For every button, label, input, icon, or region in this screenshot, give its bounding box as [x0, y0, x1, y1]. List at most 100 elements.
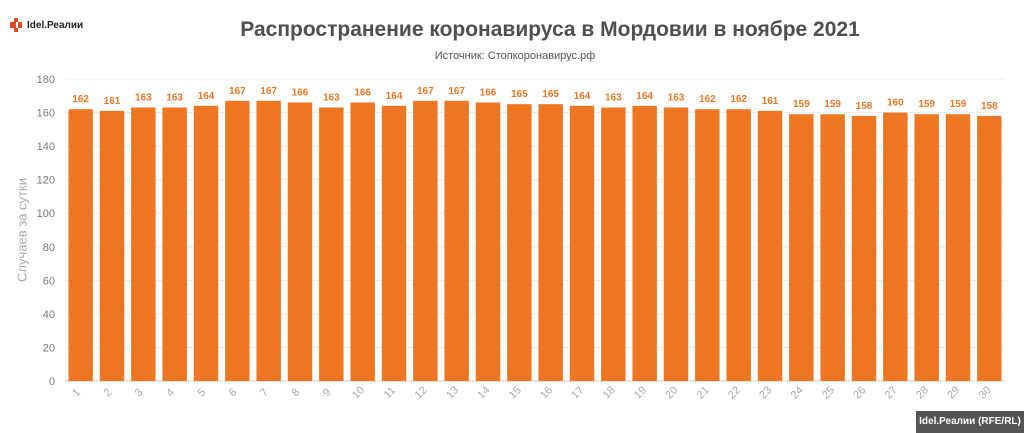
bar [413, 100, 438, 382]
data-label: 165 [511, 89, 528, 100]
data-label: 167 [260, 86, 277, 97]
data-label: 164 [636, 91, 653, 102]
x-tick-label: 12 [413, 384, 430, 401]
bar [569, 105, 595, 381]
bar [883, 112, 908, 382]
data-label: 161 [104, 96, 121, 107]
bar [350, 102, 375, 381]
data-label: 158 [856, 101, 873, 112]
data-label: 159 [950, 99, 967, 110]
x-tick-label: 28 [914, 384, 931, 401]
bar [68, 109, 93, 381]
x-tick-label: 20 [663, 384, 680, 401]
data-label: 163 [135, 93, 152, 104]
bar [695, 109, 720, 381]
x-tick-label: 9 [321, 386, 334, 399]
bar [851, 115, 877, 382]
x-tick-label: 21 [695, 384, 712, 401]
x-tick-label: 25 [820, 384, 837, 401]
bar [789, 114, 814, 381]
bar [99, 110, 125, 381]
y-tick-label: 80 [43, 242, 55, 254]
data-label: 158 [981, 101, 998, 112]
data-label: 162 [699, 94, 716, 105]
data-label: 164 [386, 91, 403, 102]
data-label: 167 [417, 86, 434, 97]
y-tick-label: 140 [37, 141, 55, 153]
x-tick-label: 1 [70, 386, 83, 399]
logo-text: Idel.Реалии [27, 19, 84, 31]
data-label: 162 [72, 94, 89, 105]
bar [193, 105, 219, 381]
data-label: 159 [824, 99, 841, 110]
bar [131, 107, 156, 382]
x-tick-label: 8 [289, 386, 302, 399]
x-tick-label: 10 [350, 384, 367, 401]
bar [225, 100, 250, 382]
y-tick-label: 100 [37, 208, 55, 220]
bar [475, 102, 501, 381]
x-tick-label: 18 [601, 384, 618, 401]
x-tick-label: 3 [133, 386, 146, 399]
bar [162, 107, 187, 382]
y-tick-label: 160 [37, 108, 55, 120]
bar [945, 114, 971, 381]
x-tick-label: 22 [726, 384, 743, 401]
x-tick-label: 4 [164, 386, 177, 399]
rferl-logo-icon [10, 18, 22, 32]
bar [538, 104, 563, 382]
y-tick-label: 20 [43, 342, 55, 354]
x-tick-label: 11 [382, 385, 399, 402]
bar [601, 107, 626, 382]
y-tick-label: 40 [43, 309, 55, 321]
data-label: 159 [918, 99, 935, 110]
bar [444, 100, 469, 382]
data-label: 166 [292, 87, 309, 98]
data-label: 163 [668, 93, 685, 104]
data-label: 163 [166, 93, 183, 104]
data-label: 160 [887, 98, 904, 109]
x-tick-label: 27 [883, 384, 900, 401]
x-tick-label: 7 [258, 386, 271, 399]
x-tick-label: 26 [851, 384, 868, 401]
data-label: 166 [480, 87, 497, 98]
bar [319, 107, 344, 382]
y-tick-label: 0 [49, 376, 55, 388]
data-label: 165 [542, 89, 559, 100]
x-tick-label: 2 [101, 386, 114, 399]
data-label: 166 [354, 87, 371, 98]
bar [914, 114, 939, 381]
chart-subtitle: Источник: Стопкоронавирус.рф [434, 50, 596, 62]
data-label: 167 [229, 86, 246, 97]
x-tick-label: 17 [569, 384, 586, 401]
bar [977, 115, 1002, 382]
x-tick-label: 15 [507, 384, 524, 401]
credit-badge: Idel.Реалии (RFE/RL) [916, 411, 1024, 433]
y-tick-label: 180 [37, 74, 55, 86]
chart-title: Распространение коронавируса в Мордовии … [240, 18, 860, 41]
bar [726, 109, 751, 381]
x-tick-label: 19 [632, 384, 649, 401]
bar [507, 104, 532, 382]
x-tick-label: 5 [195, 386, 208, 399]
data-label: 164 [574, 91, 591, 102]
x-tick-label: 16 [538, 384, 555, 401]
data-label: 164 [198, 91, 215, 102]
bar [381, 105, 407, 381]
bar [287, 102, 313, 381]
y-tick-label: 120 [37, 175, 55, 187]
logo: Idel.Реалии [10, 18, 83, 32]
data-label: 167 [448, 86, 465, 97]
x-tick-label: 29 [945, 384, 962, 401]
data-label: 163 [323, 93, 340, 104]
data-label: 159 [793, 99, 810, 110]
y-tick-label: 60 [43, 275, 55, 287]
x-tick-label: 30 [977, 384, 994, 401]
bar [820, 114, 845, 381]
x-tick-label: 13 [444, 384, 461, 401]
data-label: 161 [762, 96, 779, 107]
x-tick-label: 14 [475, 384, 492, 401]
x-tick-label: 6 [227, 386, 240, 399]
x-tick-label: 23 [757, 384, 774, 401]
